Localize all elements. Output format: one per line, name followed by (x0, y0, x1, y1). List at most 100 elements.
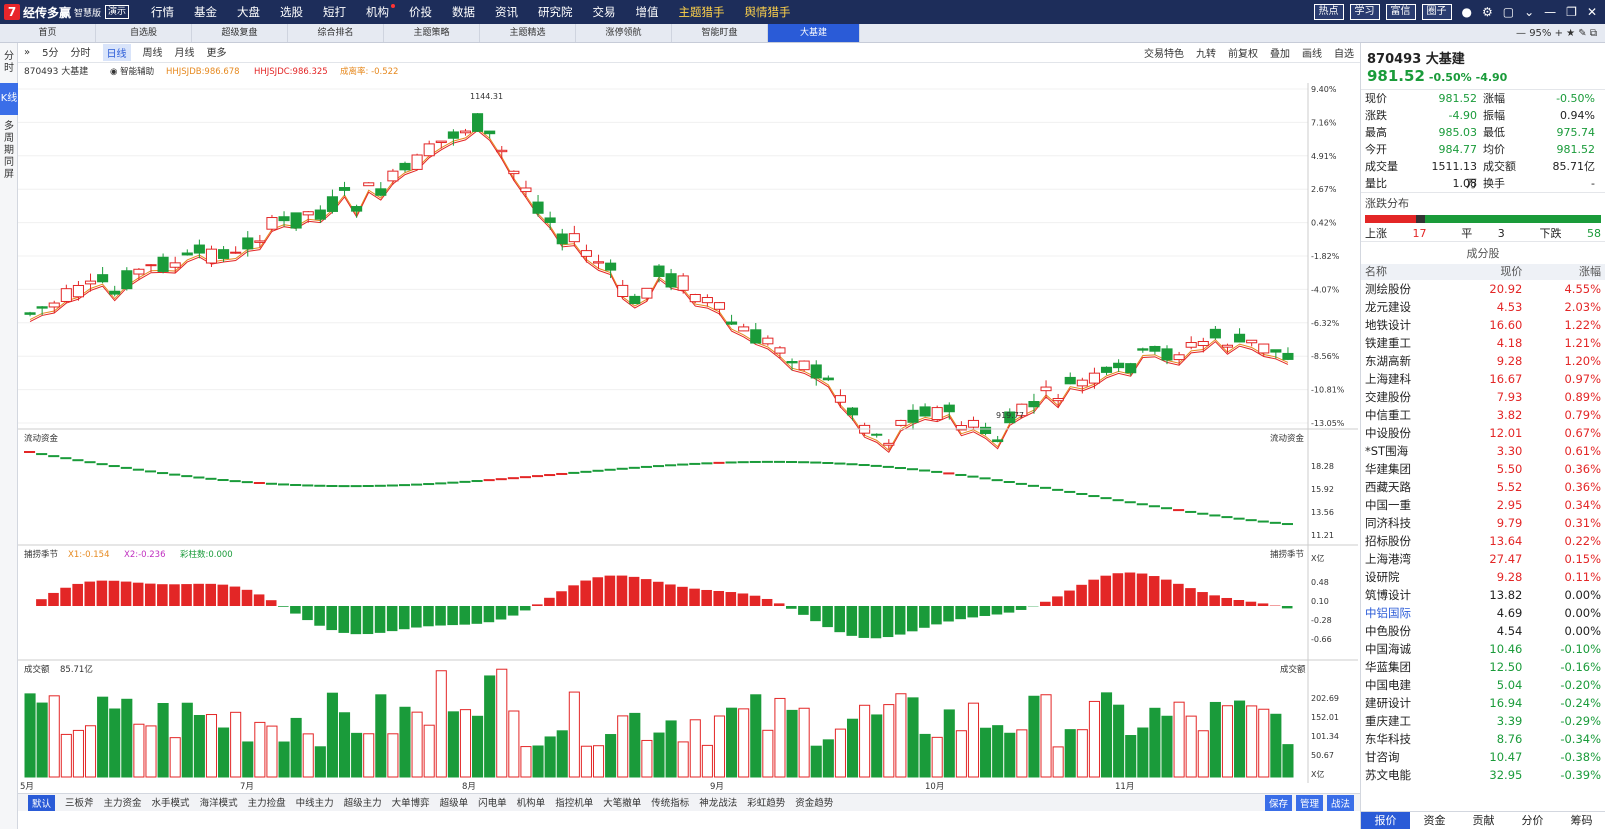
tab-2[interactable]: 超级复盘 (192, 24, 288, 42)
gear-icon[interactable]: ⚙ (1482, 5, 1493, 19)
fuxin-button[interactable]: 富信 (1386, 4, 1416, 20)
col-price[interactable]: 现价 (1444, 264, 1523, 280)
collapse-icon[interactable]: » (24, 47, 30, 58)
menu-item-6[interactable]: 价投 (409, 4, 432, 20)
chart-tool-5[interactable]: 自选 (1334, 45, 1354, 60)
demo-badge[interactable]: 演示 (105, 5, 129, 19)
indicator-tab-7[interactable]: 超级主力 (344, 795, 382, 811)
period-4[interactable]: 月线 (175, 44, 195, 61)
indicator-tab-14[interactable]: 传统指标 (651, 795, 689, 811)
tab-0[interactable]: 首页 (0, 24, 96, 42)
indicator-tab-13[interactable]: 大笔撤单 (603, 795, 641, 811)
minimize-icon[interactable]: — (1544, 5, 1556, 19)
view-kline[interactable]: K线 (0, 83, 18, 115)
side-tab-3[interactable]: 分价 (1508, 812, 1557, 829)
tab-7[interactable]: 智能盯盘 (672, 24, 768, 42)
tab-1[interactable]: 自选股 (96, 24, 192, 42)
menu-item-4[interactable]: 短打 (323, 4, 346, 20)
col-change[interactable]: 涨幅 (1522, 264, 1601, 280)
menu-item-12[interactable]: 主题猎手 (679, 4, 725, 20)
menu-item-8[interactable]: 资讯 (495, 4, 518, 20)
side-tab-1[interactable]: 资金 (1410, 812, 1459, 829)
indicator-tab-11[interactable]: 机构单 (517, 795, 546, 811)
chart-tool-4[interactable]: 画线 (1302, 45, 1322, 60)
menu-item-13[interactable]: 舆情猎手 (745, 4, 791, 20)
view-intraday[interactable]: 分时 (0, 43, 18, 83)
period-1[interactable]: 分时 (71, 44, 91, 61)
indicator-tab-15[interactable]: 神龙战法 (699, 795, 737, 811)
indicator-tab-0[interactable]: 默认 (28, 795, 55, 811)
chart-tool-2[interactable]: 前复权 (1228, 45, 1258, 60)
menu-item-7[interactable]: 数据 (452, 4, 475, 20)
period-3[interactable]: 周线 (143, 44, 163, 61)
indicator-tab-8[interactable]: 大单博弈 (392, 795, 430, 811)
menu-item-11[interactable]: 增值 (636, 4, 659, 20)
side-tab-4[interactable]: 筹码 (1557, 812, 1605, 829)
menu-item-1[interactable]: 基金 (194, 4, 217, 20)
close-icon[interactable]: ✕ (1587, 5, 1597, 19)
tab-6[interactable]: 涨停领航 (576, 24, 672, 42)
period-0[interactable]: 5分 (42, 44, 58, 61)
indicator-tab-10[interactable]: 闪电单 (478, 795, 507, 811)
chart-tool-0[interactable]: 交易特色 (1144, 45, 1184, 60)
tab-4[interactable]: 主题策略 (384, 24, 480, 42)
side-tab-0[interactable]: 报价 (1361, 812, 1410, 829)
col-name[interactable]: 名称 (1365, 264, 1444, 280)
menu-item-2[interactable]: 大盘 (237, 4, 260, 20)
indicator-tab-16[interactable]: 彩虹趋势 (747, 795, 785, 811)
indicator-tab-6[interactable]: 中线主力 (296, 795, 334, 811)
menu-item-5[interactable]: 机构 (366, 4, 389, 20)
tab-5[interactable]: 主题精选 (480, 24, 576, 42)
indicator-tab-12[interactable]: 指控机单 (555, 795, 593, 811)
indicator-tab-17[interactable]: 资金趋势 (795, 795, 833, 811)
restore-icon[interactable]: ❐ (1566, 5, 1577, 19)
indicator-tab-4[interactable]: 海洋模式 (200, 795, 238, 811)
indicator-tab-3[interactable]: 水手模式 (152, 795, 190, 811)
tab-8[interactable]: 大基建 (768, 24, 860, 42)
circle-button[interactable]: 圈子 (1422, 4, 1452, 20)
chart-tool-1[interactable]: 九转 (1196, 45, 1216, 60)
indicator-action-2[interactable]: 战法 (1327, 795, 1354, 811)
window-icon[interactable]: ▢ (1503, 5, 1514, 19)
period-5[interactable]: 更多 (207, 44, 227, 61)
indicator-tab-9[interactable]: 超级单 (440, 795, 469, 811)
view-multi-period[interactable]: 多周期同屏 (0, 115, 18, 187)
hot-button[interactable]: 热点 (1314, 4, 1344, 20)
chart-tool-3[interactable]: 叠加 (1270, 45, 1290, 60)
indicator-tab-5[interactable]: 主力捡盘 (248, 795, 286, 811)
user-icon[interactable]: ● (1462, 5, 1472, 19)
side-tab-2[interactable]: 贡献 (1459, 812, 1508, 829)
indicator-tab-2[interactable]: 主力资金 (104, 795, 142, 811)
menu-item-10[interactable]: 交易 (593, 4, 616, 20)
indicator-action-1[interactable]: 管理 (1296, 795, 1323, 811)
menu-item-0[interactable]: 行情 (151, 4, 174, 20)
